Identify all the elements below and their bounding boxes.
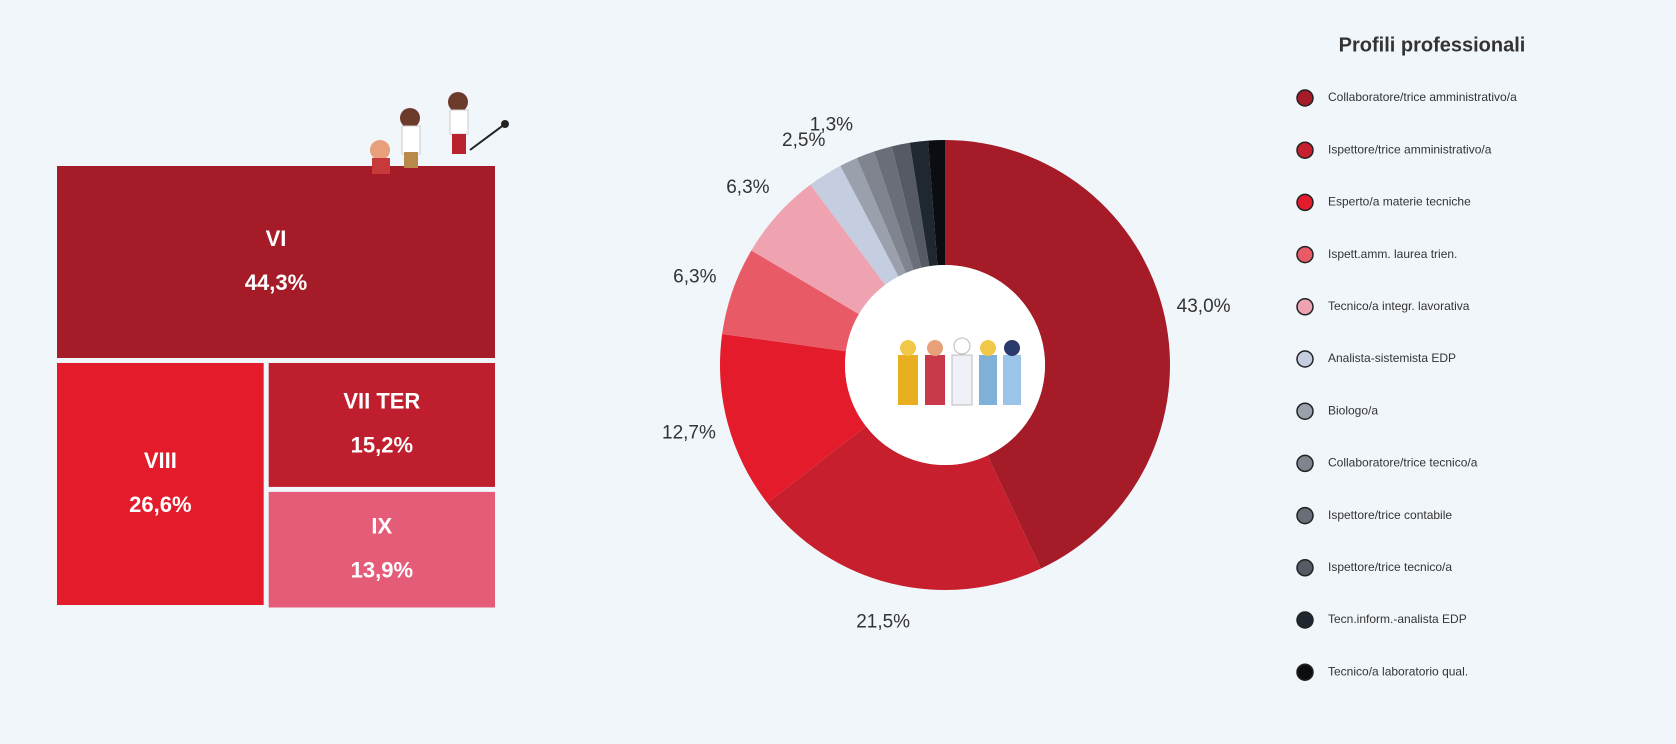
- donut-slice: [810, 165, 899, 285]
- legend-label: Tecnico/a laboratorio qual.: [1328, 664, 1468, 678]
- legend-marker: [1296, 141, 1314, 159]
- donut-slice: [945, 140, 1170, 569]
- workers-illustration: [898, 337, 1021, 406]
- legend-marker: [1296, 454, 1314, 473]
- cell-value-label: 13,9%: [351, 558, 413, 583]
- donut-slice: [767, 426, 1041, 590]
- donut-slice: [874, 146, 922, 271]
- legend-marker: [1296, 506, 1314, 525]
- donut-slice: [891, 142, 930, 268]
- cell-category: IX: [371, 514, 392, 539]
- legend-marker: [1296, 663, 1314, 681]
- legend-label: Tecn.inform.-analista EDP: [1328, 612, 1467, 626]
- slice-value-label: 2,5%: [782, 130, 825, 151]
- runners-illustration: [370, 92, 509, 174]
- treemap-cell: [268, 491, 495, 608]
- treemap-cell: [268, 362, 495, 487]
- donut-slice: [751, 184, 886, 315]
- cell-category: VII TER: [343, 389, 420, 414]
- legend-label: Esperto/a materie tecniche: [1328, 195, 1471, 209]
- legend-label: Ispettore/trice contabile: [1328, 508, 1452, 522]
- legend-marker: [1296, 89, 1314, 107]
- legend-marker: [1296, 611, 1314, 629]
- legend-marker: [1296, 402, 1314, 420]
- legend-marker: [1296, 350, 1314, 368]
- donut-slice: [720, 333, 866, 503]
- donut-slice: [840, 157, 906, 277]
- cell-value-label: 15,2%: [351, 433, 413, 458]
- donut-slice: [722, 250, 859, 352]
- slice-value-label: 6,3%: [726, 177, 769, 198]
- cell-category: VI: [266, 226, 287, 251]
- cell-category: VIII: [144, 448, 177, 473]
- legend-label: Tecnico/a integr. lavorativa: [1328, 299, 1470, 313]
- donut-slice: [909, 140, 938, 267]
- legend-label: Analista-sistemista EDP: [1328, 351, 1456, 365]
- treemap-cell: [57, 362, 264, 605]
- slice-value-label: 1,3%: [810, 115, 853, 136]
- legend-label: Ispettore/trice amministrativo/a: [1328, 142, 1492, 156]
- legend-marker: [1296, 298, 1314, 316]
- legend-marker: [1296, 559, 1314, 577]
- slice-value-label: 12,7%: [662, 422, 716, 443]
- donut-slice: [856, 151, 914, 273]
- treemap-cell: [57, 166, 495, 358]
- slice-value-label: 43,0%: [1177, 296, 1231, 317]
- legend-marker: [1296, 245, 1314, 264]
- legend-title: Profili professionali: [1339, 34, 1526, 56]
- legend-marker: [1296, 193, 1314, 212]
- legend-label: Ispettore/trice tecnico/a: [1328, 560, 1452, 574]
- legend-label: Ispett.amm. laurea trien.: [1328, 247, 1457, 261]
- cell-value-label: 26,6%: [129, 492, 191, 517]
- cell-value-label: 44,3%: [245, 270, 307, 295]
- slice-value-label: 21,5%: [856, 612, 910, 633]
- legend-label: Collaboratore/trice amministrativo/a: [1328, 90, 1517, 104]
- legend-label: Biologo/a: [1328, 403, 1378, 417]
- slice-value-label: 6,3%: [673, 267, 716, 288]
- donut-slice: [928, 140, 945, 266]
- legend-label: Collaboratore/trice tecnico/a: [1328, 456, 1478, 470]
